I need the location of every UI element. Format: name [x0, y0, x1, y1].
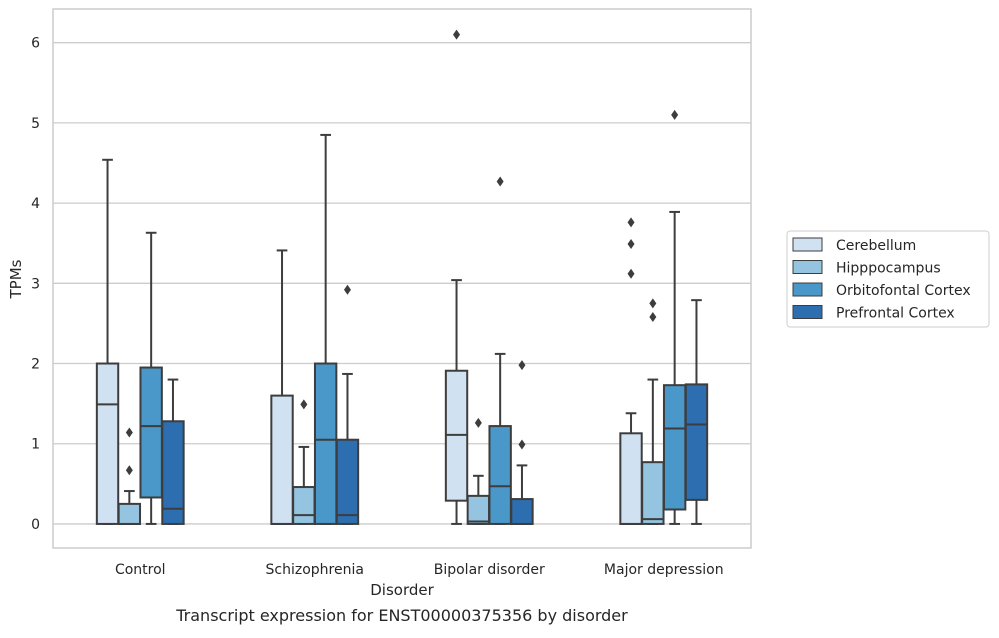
x-axis-label: Disorder	[370, 581, 434, 599]
box	[662, 384, 687, 511]
y-tick-label: 5	[31, 116, 40, 132]
box-series	[95, 29, 709, 525]
outlier-point	[125, 427, 133, 438]
legend-label: Cerebellum	[836, 238, 916, 254]
box-group	[292, 399, 316, 525]
legend-label: Orbitofontal Cortex	[836, 283, 971, 299]
box	[313, 362, 338, 525]
plot-area-frame	[52, 8, 752, 549]
x-axis-ticks: Control Schizophrenia Bipolar disorder Majo…	[115, 562, 724, 578]
outlier-point	[649, 298, 657, 309]
box-group	[444, 29, 469, 525]
box-group	[488, 176, 512, 525]
box-group	[662, 109, 687, 525]
outlier-point	[300, 399, 308, 410]
outlier-point	[627, 239, 635, 250]
x-tick-label: Control	[115, 562, 166, 578]
box	[619, 432, 643, 525]
x-tick-label: Schizophrenia	[266, 562, 364, 578]
y-axis-ticks: 0 1 2 3 4 5 6	[31, 36, 40, 533]
box-group	[95, 158, 120, 525]
legend-swatch	[792, 282, 823, 297]
legend-label: Prefrontal Cortex	[836, 306, 955, 322]
legend-swatch	[792, 237, 823, 252]
box	[161, 420, 185, 525]
outlier-point	[125, 465, 133, 476]
box	[684, 383, 709, 501]
box-group	[161, 378, 185, 525]
box	[641, 461, 665, 525]
box	[139, 366, 163, 499]
outlier-point	[343, 284, 351, 295]
y-tick-label: 0	[31, 517, 40, 533]
outlier-point	[474, 417, 482, 428]
box	[117, 502, 142, 525]
outlier-point	[453, 29, 461, 40]
legend-frame	[786, 230, 990, 328]
chart-title: Transcript expression for ENST0000037535…	[175, 606, 628, 625]
outlier-point	[627, 217, 635, 228]
y-tick-label: 1	[31, 437, 40, 453]
box-group	[684, 299, 709, 525]
outlier-point	[518, 360, 526, 371]
box-group	[641, 298, 665, 525]
box-group	[313, 133, 338, 525]
box-group	[270, 249, 294, 525]
outlier-point	[496, 176, 504, 187]
box-group	[510, 360, 534, 525]
box-group	[466, 417, 491, 525]
legend-swatch	[792, 305, 823, 319]
box	[95, 362, 120, 525]
box	[292, 486, 316, 525]
legend: Cerebellum Hipppocampus Orbitofontal Corte…	[786, 230, 990, 328]
legend-swatch	[792, 260, 823, 274]
box	[466, 494, 491, 525]
legend-label: Hipppocampus	[836, 261, 941, 277]
y-axis-label: TPMs	[7, 259, 25, 299]
outlier-point	[649, 312, 657, 322]
box	[488, 425, 512, 525]
box-group	[619, 217, 643, 525]
outlier-point	[518, 439, 526, 450]
outlier-point	[627, 268, 635, 279]
box	[335, 438, 360, 525]
outlier-point	[671, 109, 679, 120]
box-group	[139, 231, 163, 525]
y-tick-label: 3	[31, 276, 40, 292]
x-tick-label: Bipolar disorder	[434, 562, 545, 578]
box	[510, 498, 534, 525]
y-tick-label: 6	[31, 36, 40, 52]
y-tick-label: 2	[31, 357, 40, 373]
box-group	[335, 284, 360, 525]
y-tick-label: 4	[31, 196, 40, 212]
box-group	[117, 427, 142, 525]
x-tick-label: Major depression	[604, 562, 724, 578]
box	[270, 394, 294, 525]
